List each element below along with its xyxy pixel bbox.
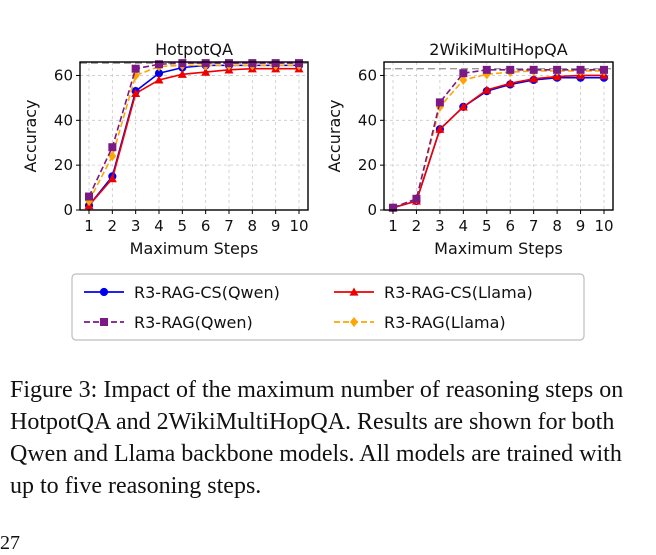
- data-point: [248, 59, 257, 68]
- data-point: [108, 151, 117, 162]
- data-point: [131, 88, 141, 97]
- data-point: [529, 65, 538, 74]
- data-point: [178, 59, 187, 68]
- chart-title: 2WikiMultiHopQA: [429, 40, 567, 59]
- series-line: [88, 64, 299, 207]
- x-tick-label: 10: [289, 217, 308, 235]
- legend-label: R3-RAG(Qwen): [134, 313, 253, 332]
- y-tick-label: 40: [358, 111, 377, 129]
- x-tick-label: 3: [435, 217, 445, 235]
- y-tick-label: 40: [54, 111, 73, 129]
- data-point: [155, 60, 163, 69]
- legend-label: R3-RAG-CS(Llama): [384, 283, 533, 302]
- series-line: [392, 76, 604, 209]
- data-point: [201, 59, 210, 68]
- figure-caption: Figure 3: Impact of the maximum number o…: [10, 377, 624, 499]
- x-tick-label: 7: [529, 217, 539, 235]
- x-axis-label: Maximum Steps: [434, 239, 563, 258]
- data-point: [482, 65, 491, 74]
- x-tick-label: 9: [576, 217, 586, 235]
- y-tick-label: 0: [367, 201, 377, 219]
- y-axis-label: Accuracy: [325, 99, 344, 172]
- legend-marker: [100, 318, 108, 326]
- data-point: [295, 59, 303, 68]
- x-tick-label: 10: [594, 217, 613, 235]
- data-point: [225, 59, 233, 68]
- y-axis-label: Accuracy: [21, 99, 40, 172]
- data-point: [576, 65, 585, 74]
- data-point: [600, 65, 608, 74]
- x-tick-label: 2: [108, 217, 118, 235]
- x-tick-label: 9: [271, 217, 281, 235]
- x-tick-label: 1: [388, 217, 398, 235]
- data-point: [107, 174, 117, 183]
- x-tick-label: 8: [552, 217, 562, 235]
- x-tick-label: 6: [201, 217, 211, 235]
- legend-marker: [99, 287, 109, 297]
- x-tick-label: 3: [131, 217, 141, 235]
- x-tick-label: 4: [459, 217, 469, 235]
- y-tick-label: 20: [54, 156, 73, 174]
- chart-title: HotpotQA: [155, 40, 233, 59]
- series-line: [88, 64, 299, 202]
- legend-marker: [349, 287, 359, 296]
- legend-label: R3-RAG-CS(Qwen): [134, 283, 280, 302]
- data-point: [435, 98, 444, 107]
- data-point: [458, 102, 468, 111]
- data-point: [412, 194, 421, 203]
- y-tick-label: 60: [358, 66, 377, 84]
- data-point: [389, 203, 397, 212]
- x-tick-label: 5: [178, 217, 188, 235]
- data-point: [553, 65, 562, 74]
- data-point: [529, 74, 539, 83]
- series-line: [88, 67, 299, 207]
- data-point: [459, 69, 468, 78]
- series-line: [392, 70, 604, 209]
- series-line: [88, 62, 299, 197]
- data-point: [435, 124, 445, 133]
- plot-frame: [79, 61, 309, 211]
- chart-panel-2wikimultihopqa: 1 2 3 4 5 6 7 8 9 10 0 20 40 60 2WikiMultiHopQA Maximum…: [325, 40, 614, 258]
- x-tick-label: 4: [154, 217, 164, 235]
- legend-marker: [350, 317, 358, 327]
- y-tick-label: 0: [63, 201, 73, 219]
- data-point: [201, 67, 211, 76]
- x-tick-label: 2: [412, 217, 422, 235]
- x-tick-label: 7: [224, 217, 234, 235]
- x-tick-label: 1: [84, 217, 94, 235]
- x-axis-label: Maximum Steps: [130, 239, 259, 258]
- data-point: [85, 192, 93, 201]
- data-point: [505, 78, 515, 87]
- data-point: [459, 74, 468, 85]
- series-line: [392, 74, 604, 209]
- x-tick-label: 6: [505, 217, 515, 235]
- data-point: [271, 59, 280, 68]
- legend-box: [71, 273, 585, 341]
- data-point: [108, 143, 117, 152]
- y-tick-label: 60: [54, 66, 73, 84]
- data-point: [552, 72, 562, 81]
- x-tick-label: 5: [482, 217, 492, 235]
- chart-panel-hotpotqa: 1 2 3 4 5 6 7 8 9 10 0 20 40 60 HotpotQA Maximum Steps A…: [21, 40, 309, 258]
- data-point: [177, 69, 187, 78]
- data-point: [131, 64, 140, 73]
- data-point: [482, 85, 492, 94]
- data-point: [154, 75, 164, 84]
- x-tick-label: 8: [248, 217, 258, 235]
- y-tick-label: 20: [358, 156, 377, 174]
- legend: R3-RAG-CS(Qwen) R3-RAG-CS(Llama) R3-RAG(Qw…: [71, 273, 585, 341]
- data-point: [506, 65, 515, 74]
- legend-label: R3-RAG(Llama): [384, 313, 506, 332]
- plot-frame: [383, 61, 614, 211]
- series-line: [392, 69, 604, 209]
